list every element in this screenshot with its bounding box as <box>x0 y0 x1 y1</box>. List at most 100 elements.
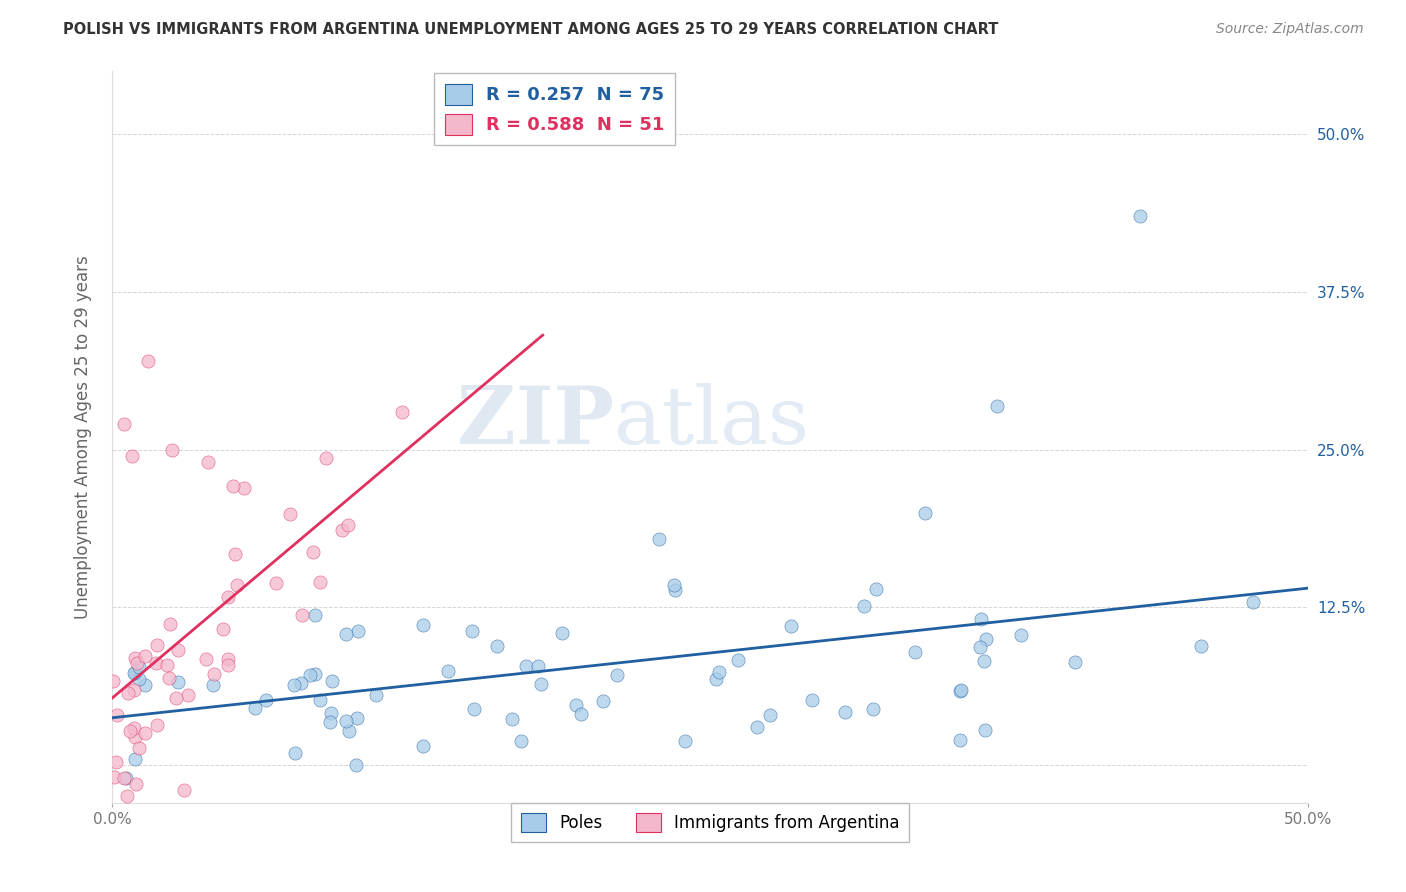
Point <box>225 577 247 591</box>
Point <box>221 479 243 493</box>
Point <box>304 608 326 623</box>
Point <box>177 689 200 703</box>
Point <box>224 547 246 561</box>
Point <box>779 618 801 632</box>
Point <box>485 639 508 653</box>
Text: POLISH VS IMMIGRANTS FROM ARGENTINA UNEMPLOYMENT AMONG AGES 25 TO 29 YEARS CORRE: POLISH VS IMMIGRANTS FROM ARGENTINA UNEM… <box>63 22 998 37</box>
Point <box>165 690 187 705</box>
Point <box>290 676 312 690</box>
Point <box>159 617 181 632</box>
Point <box>337 724 360 739</box>
Point <box>801 693 824 707</box>
Point <box>103 673 125 688</box>
Point <box>565 698 588 712</box>
Point <box>121 449 143 463</box>
Point <box>551 626 574 640</box>
Point <box>128 672 150 686</box>
Point <box>970 612 993 626</box>
Point <box>104 756 127 770</box>
Point <box>321 673 343 688</box>
Point <box>291 607 314 622</box>
Point <box>437 664 460 678</box>
Point <box>125 777 148 791</box>
Point <box>124 752 146 766</box>
Point <box>115 789 138 804</box>
Point <box>853 599 876 613</box>
Point <box>233 481 256 495</box>
Point <box>299 668 322 682</box>
Point <box>195 652 218 666</box>
Point <box>283 678 305 692</box>
Point <box>1129 210 1152 224</box>
Point <box>949 733 972 747</box>
Point <box>118 724 141 739</box>
Point <box>347 624 370 638</box>
Point <box>124 665 146 680</box>
Point <box>834 706 856 720</box>
Point <box>122 666 145 681</box>
Point <box>284 747 307 761</box>
Point <box>914 506 936 520</box>
Point <box>337 518 360 533</box>
Point <box>138 354 160 368</box>
Point <box>134 726 156 740</box>
Text: Source: ZipAtlas.com: Source: ZipAtlas.com <box>1216 22 1364 37</box>
Point <box>335 627 357 641</box>
Point <box>217 590 239 604</box>
Point <box>1241 595 1264 609</box>
Point <box>530 677 553 691</box>
Point <box>865 582 887 597</box>
Point <box>134 678 156 692</box>
Point <box>202 667 225 681</box>
Point <box>212 623 235 637</box>
Point <box>315 451 337 466</box>
Text: atlas: atlas <box>614 384 810 461</box>
Point <box>1010 628 1032 642</box>
Point <box>949 684 972 698</box>
Point <box>412 618 434 632</box>
Point <box>571 707 593 722</box>
Point <box>664 582 686 597</box>
Point <box>105 707 128 722</box>
Point <box>1064 655 1087 669</box>
Point <box>973 655 995 669</box>
Point <box>950 682 973 697</box>
Point <box>330 523 353 537</box>
Point <box>114 771 135 785</box>
Point <box>758 707 780 722</box>
Point <box>501 712 523 726</box>
Point <box>986 399 1008 413</box>
Point <box>145 656 167 670</box>
Point <box>308 693 330 707</box>
Point <box>592 694 614 708</box>
Point <box>319 714 342 729</box>
Point <box>308 574 330 589</box>
Point <box>127 656 149 670</box>
Point <box>1189 639 1212 653</box>
Point <box>166 643 188 657</box>
Point <box>463 702 485 716</box>
Y-axis label: Unemployment Among Ages 25 to 29 years: Unemployment Among Ages 25 to 29 years <box>75 255 93 619</box>
Point <box>727 653 749 667</box>
Point <box>124 731 146 745</box>
Point <box>745 720 768 734</box>
Point <box>128 741 150 756</box>
Point <box>156 658 179 673</box>
Point <box>197 455 219 469</box>
Point <box>243 701 266 715</box>
Point <box>217 657 239 672</box>
Point <box>662 578 685 592</box>
Point <box>162 442 183 457</box>
Point <box>117 686 139 700</box>
Point <box>254 693 277 707</box>
Point <box>606 668 628 682</box>
Point <box>173 783 195 797</box>
Point <box>346 711 368 725</box>
Point <box>460 624 482 638</box>
Point <box>862 702 884 716</box>
Point <box>114 417 135 432</box>
Point <box>319 706 342 721</box>
Point <box>335 714 357 728</box>
Point <box>527 659 550 673</box>
Point <box>510 734 533 748</box>
